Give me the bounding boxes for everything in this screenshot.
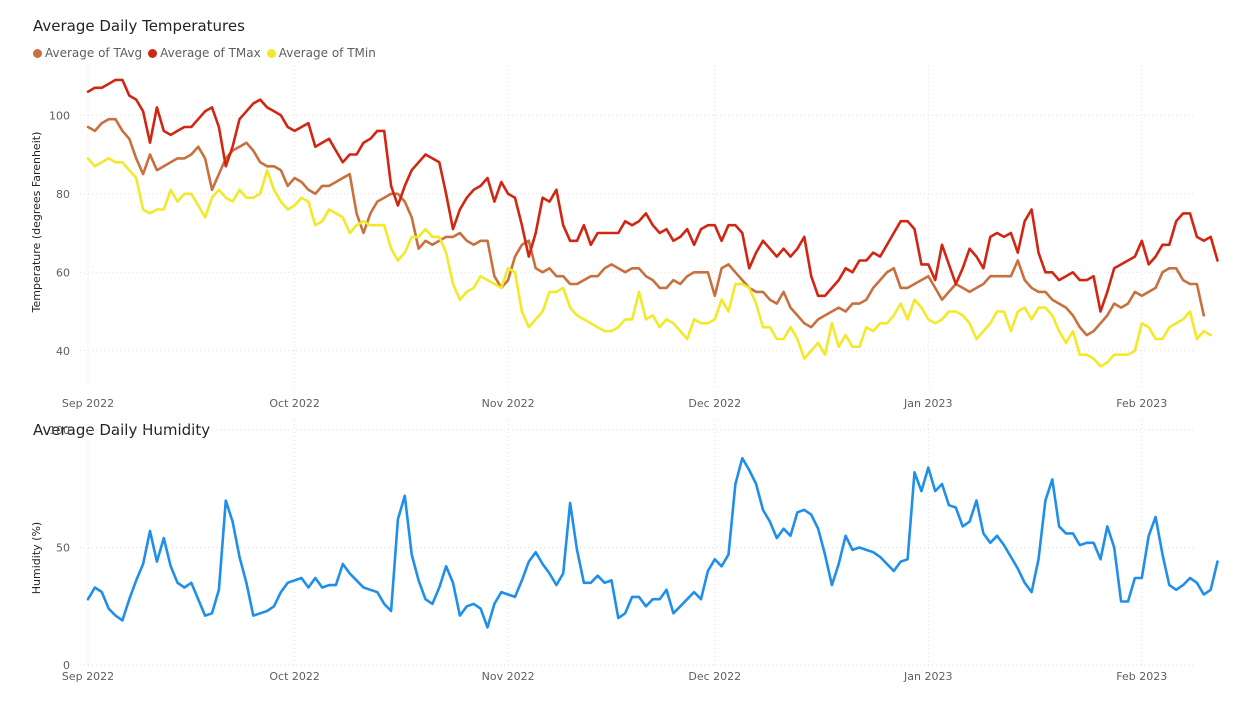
humidity-x-tick-label: Sep 2022: [62, 670, 114, 683]
legend-marker-tmin: [266, 48, 276, 58]
humidity-x-tick-label: Feb 2023: [1116, 670, 1167, 683]
series-line-average-humidity: [86, 456, 1219, 629]
series-line-average-of-tmax: [86, 78, 1219, 313]
humidity-y-tick-label: 100: [49, 424, 70, 437]
temp-x-tick-label: Sep 2022: [62, 397, 114, 410]
humidity-x-tick-label: Oct 2022: [269, 670, 320, 683]
temp-x-tick-label: Oct 2022: [269, 397, 320, 410]
temperature-chart-title: Average Daily Temperatures: [33, 17, 245, 35]
legend-item-tmin[interactable]: Average of TMin: [266, 46, 376, 60]
legend-item-tavg[interactable]: Average of TAvg: [33, 46, 142, 60]
temp-y-tick-label: 80: [56, 188, 70, 201]
temperature-legend: Average of TAvg Average of TMax Average …: [33, 46, 382, 60]
temp-x-tick-label: Jan 2023: [903, 397, 952, 410]
humidity-x-tick-label: Dec 2022: [688, 670, 741, 683]
series-line-average-of-tmin: [86, 157, 1212, 368]
humidity-x-tick-label: Nov 2022: [482, 670, 535, 683]
temp-x-tick-label: Feb 2023: [1116, 397, 1167, 410]
temp-y-tick-label: 60: [56, 266, 70, 279]
legend-item-tmax[interactable]: Average of TMax: [148, 46, 261, 60]
humidity-y-tick-label: 0: [63, 659, 70, 672]
legend-label-tavg: Average of TAvg: [45, 46, 143, 60]
humidity-y-tick-label: 50: [56, 542, 70, 555]
legend-label-tmin: Average of TMin: [278, 46, 376, 60]
legend-label-tmax: Average of TMax: [160, 46, 261, 60]
humidity-y-axis-title: Humidity (%): [30, 522, 43, 594]
humidity-chart-title: Average Daily Humidity: [33, 421, 211, 439]
humidity-x-tick-label: Jan 2023: [903, 670, 952, 683]
legend-marker-tmax: [148, 48, 158, 58]
temp-y-axis-title: Temperature (degrees Farenheit): [30, 132, 43, 314]
legend-marker-tavg: [33, 48, 42, 58]
temp-y-tick-label: 100: [49, 109, 70, 122]
temp-x-tick-label: Nov 2022: [482, 397, 535, 410]
temp-y-tick-label: 40: [56, 345, 70, 358]
series-line-average-of-tavg: [86, 117, 1206, 337]
temp-x-tick-label: Dec 2022: [688, 397, 741, 410]
